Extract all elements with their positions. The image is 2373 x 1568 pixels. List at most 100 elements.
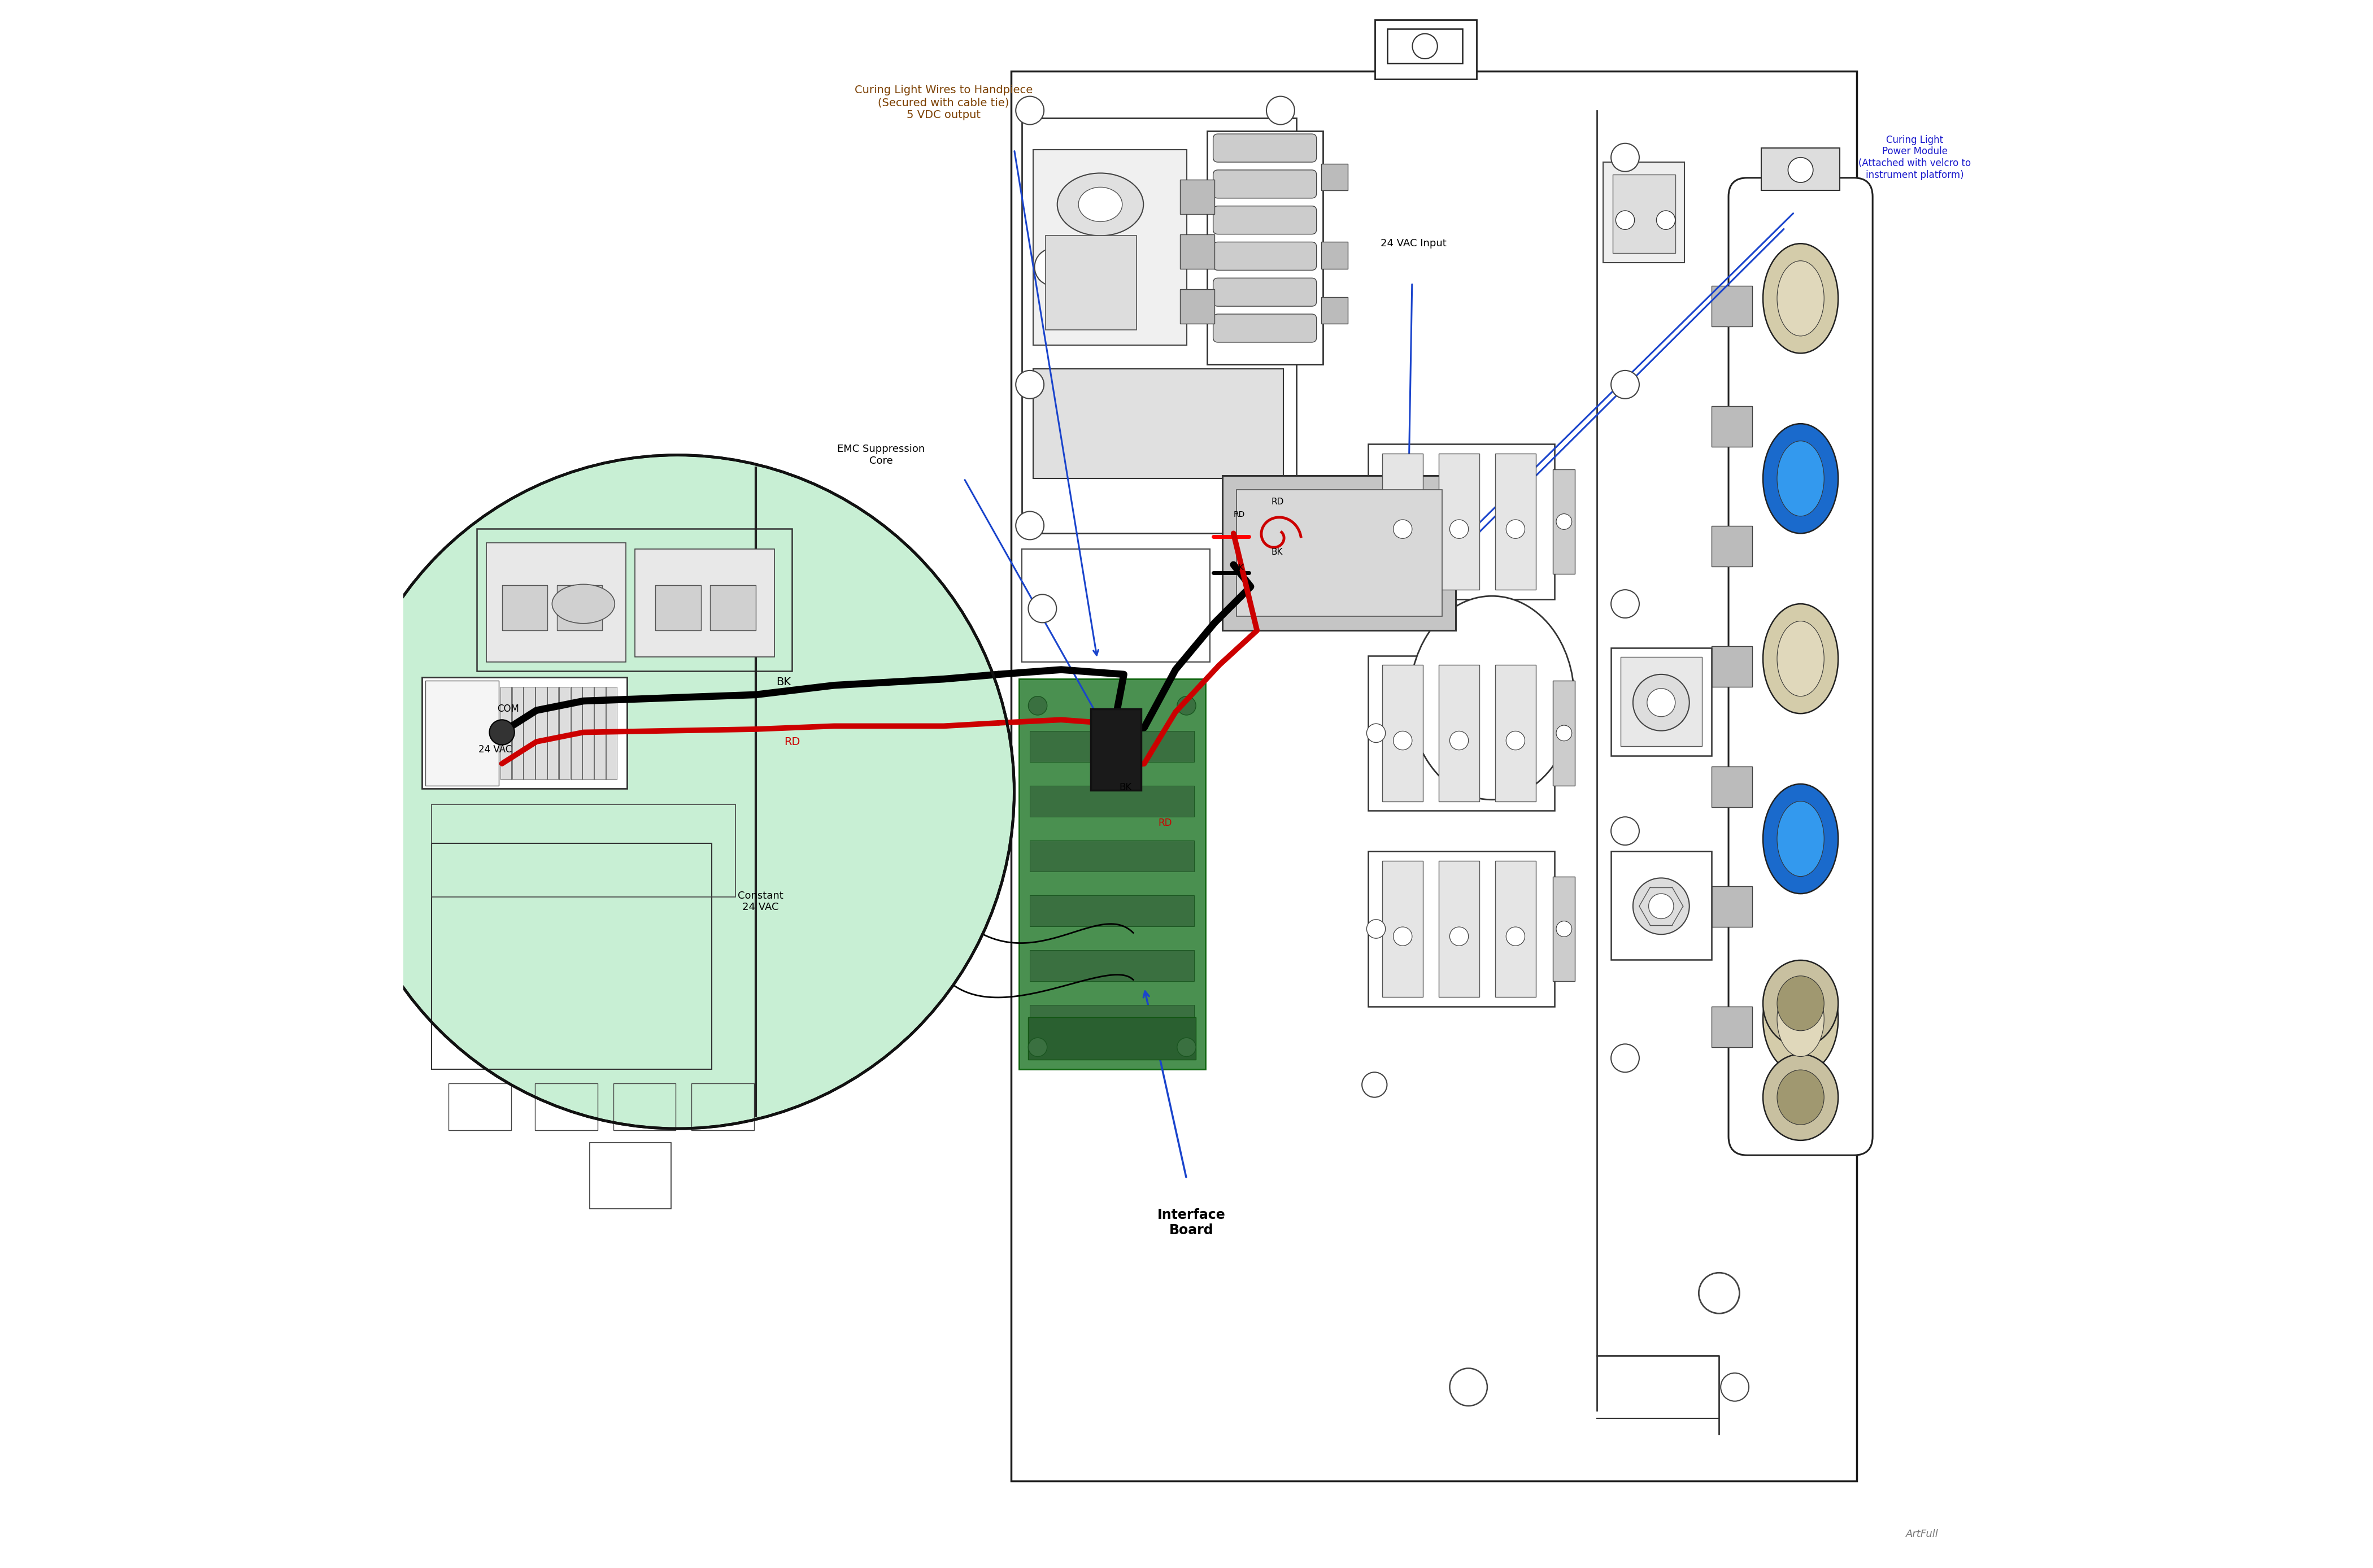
FancyBboxPatch shape — [1621, 657, 1701, 746]
FancyBboxPatch shape — [558, 585, 603, 630]
Circle shape — [1611, 143, 1640, 171]
Circle shape — [1557, 726, 1571, 742]
Circle shape — [1393, 519, 1412, 538]
FancyBboxPatch shape — [584, 687, 593, 779]
FancyBboxPatch shape — [1213, 241, 1317, 270]
FancyBboxPatch shape — [1728, 177, 1872, 1156]
Circle shape — [1450, 1369, 1488, 1406]
Circle shape — [1016, 511, 1044, 539]
FancyBboxPatch shape — [1032, 149, 1186, 345]
Circle shape — [1393, 927, 1412, 946]
FancyBboxPatch shape — [536, 687, 546, 779]
FancyBboxPatch shape — [710, 585, 755, 630]
Circle shape — [1016, 96, 1044, 124]
Text: RD: RD — [783, 737, 800, 746]
FancyBboxPatch shape — [1028, 1018, 1196, 1060]
FancyBboxPatch shape — [1032, 368, 1284, 478]
FancyBboxPatch shape — [513, 687, 522, 779]
Text: BK: BK — [1272, 547, 1284, 557]
FancyBboxPatch shape — [1711, 1007, 1751, 1047]
Text: Interface
Board: Interface Board — [1158, 1207, 1224, 1237]
Text: EMC Suppression
Core: EMC Suppression Core — [838, 444, 925, 466]
FancyBboxPatch shape — [1761, 147, 1839, 190]
FancyBboxPatch shape — [1552, 469, 1576, 574]
Text: Curing Light
Power Module
(Attached with velcro to
instrument platform): Curing Light Power Module (Attached with… — [1858, 135, 1972, 180]
FancyBboxPatch shape — [1711, 767, 1751, 808]
FancyBboxPatch shape — [486, 543, 626, 662]
Circle shape — [1720, 1374, 1749, 1402]
Ellipse shape — [1777, 982, 1825, 1057]
FancyBboxPatch shape — [1179, 289, 1215, 323]
Ellipse shape — [1777, 801, 1825, 877]
FancyBboxPatch shape — [1023, 549, 1210, 662]
Circle shape — [1450, 519, 1469, 538]
Text: BK: BK — [1120, 782, 1132, 792]
Circle shape — [1611, 590, 1640, 618]
Circle shape — [1267, 96, 1296, 124]
Circle shape — [1557, 920, 1571, 936]
FancyBboxPatch shape — [1030, 895, 1194, 927]
FancyBboxPatch shape — [1030, 1005, 1194, 1036]
FancyBboxPatch shape — [636, 549, 774, 657]
Ellipse shape — [1777, 260, 1825, 336]
FancyBboxPatch shape — [1030, 731, 1194, 762]
FancyBboxPatch shape — [1711, 406, 1751, 447]
Circle shape — [342, 455, 1013, 1129]
FancyBboxPatch shape — [1495, 453, 1535, 590]
Text: BK: BK — [1234, 564, 1243, 572]
FancyBboxPatch shape — [1438, 453, 1478, 590]
FancyBboxPatch shape — [1179, 179, 1215, 213]
Text: RD: RD — [1272, 497, 1284, 506]
FancyBboxPatch shape — [593, 687, 605, 779]
Circle shape — [1028, 1038, 1046, 1057]
Ellipse shape — [1763, 423, 1839, 533]
FancyBboxPatch shape — [1092, 709, 1141, 790]
FancyBboxPatch shape — [1030, 840, 1194, 872]
FancyBboxPatch shape — [1611, 851, 1711, 960]
FancyBboxPatch shape — [1369, 444, 1554, 599]
FancyBboxPatch shape — [605, 687, 617, 779]
Circle shape — [1028, 696, 1046, 715]
Ellipse shape — [553, 585, 615, 624]
Circle shape — [1367, 513, 1386, 532]
Ellipse shape — [1077, 187, 1122, 221]
Ellipse shape — [1763, 243, 1839, 353]
Ellipse shape — [1763, 964, 1839, 1074]
Circle shape — [1016, 370, 1044, 398]
Circle shape — [1177, 1038, 1196, 1057]
FancyBboxPatch shape — [524, 687, 534, 779]
FancyBboxPatch shape — [1222, 475, 1457, 630]
FancyBboxPatch shape — [1374, 19, 1476, 78]
Circle shape — [1633, 674, 1690, 731]
FancyBboxPatch shape — [1236, 489, 1443, 616]
FancyBboxPatch shape — [1322, 241, 1348, 268]
FancyBboxPatch shape — [1611, 648, 1711, 756]
Circle shape — [1656, 210, 1675, 229]
Text: RD: RD — [1158, 818, 1172, 828]
FancyBboxPatch shape — [1438, 861, 1478, 997]
FancyBboxPatch shape — [1711, 886, 1751, 927]
FancyBboxPatch shape — [1369, 851, 1554, 1007]
FancyBboxPatch shape — [1614, 174, 1675, 252]
Text: 24 VAC: 24 VAC — [479, 745, 513, 754]
Circle shape — [1450, 731, 1469, 750]
Ellipse shape — [1763, 604, 1839, 713]
Circle shape — [1611, 817, 1640, 845]
FancyBboxPatch shape — [1030, 950, 1194, 982]
Circle shape — [1028, 594, 1056, 622]
Circle shape — [1507, 731, 1526, 750]
Text: BK: BK — [776, 677, 790, 687]
FancyBboxPatch shape — [1383, 665, 1424, 801]
FancyBboxPatch shape — [1213, 278, 1317, 306]
Ellipse shape — [1777, 441, 1825, 516]
FancyBboxPatch shape — [1495, 861, 1535, 997]
FancyBboxPatch shape — [422, 677, 626, 789]
Circle shape — [1611, 370, 1640, 398]
FancyBboxPatch shape — [1179, 234, 1215, 268]
FancyBboxPatch shape — [1213, 133, 1317, 162]
Circle shape — [1412, 33, 1438, 58]
FancyBboxPatch shape — [1030, 786, 1194, 817]
Circle shape — [1787, 157, 1813, 182]
FancyBboxPatch shape — [1388, 28, 1462, 63]
Circle shape — [1362, 1073, 1386, 1098]
